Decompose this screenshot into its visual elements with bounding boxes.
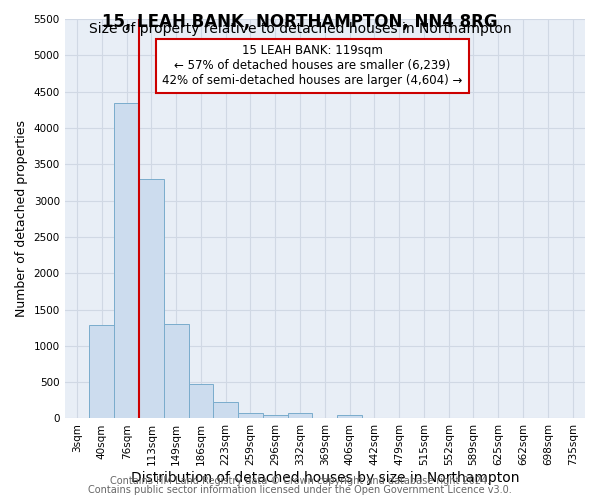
Bar (214, 402, 238, 418)
Bar (114, 102, 139, 418)
Text: 15 LEAH BANK: 119sqm
← 57% of detached houses are smaller (6,239)
42% of semi-de: 15 LEAH BANK: 119sqm ← 57% of detached h… (162, 44, 463, 88)
Bar (89, 326, 114, 418)
Bar (238, 413, 263, 418)
X-axis label: Distribution of detached houses by size in Northampton: Distribution of detached houses by size … (131, 471, 519, 485)
Bar (337, 415, 362, 418)
Text: Size of property relative to detached houses in Northampton: Size of property relative to detached ho… (89, 22, 511, 36)
Bar (263, 415, 287, 418)
Text: Contains public sector information licensed under the Open Government Licence v3: Contains public sector information licen… (88, 485, 512, 495)
Bar (139, 179, 164, 418)
Bar (164, 324, 188, 418)
Bar (287, 413, 313, 418)
Y-axis label: Number of detached properties: Number of detached properties (15, 120, 28, 317)
Bar (188, 384, 214, 418)
Text: Contains HM Land Registry data © Crown copyright and database right 2024.: Contains HM Land Registry data © Crown c… (110, 476, 490, 486)
Text: 15, LEAH BANK, NORTHAMPTON, NN4 8RG: 15, LEAH BANK, NORTHAMPTON, NN4 8RG (102, 12, 498, 30)
